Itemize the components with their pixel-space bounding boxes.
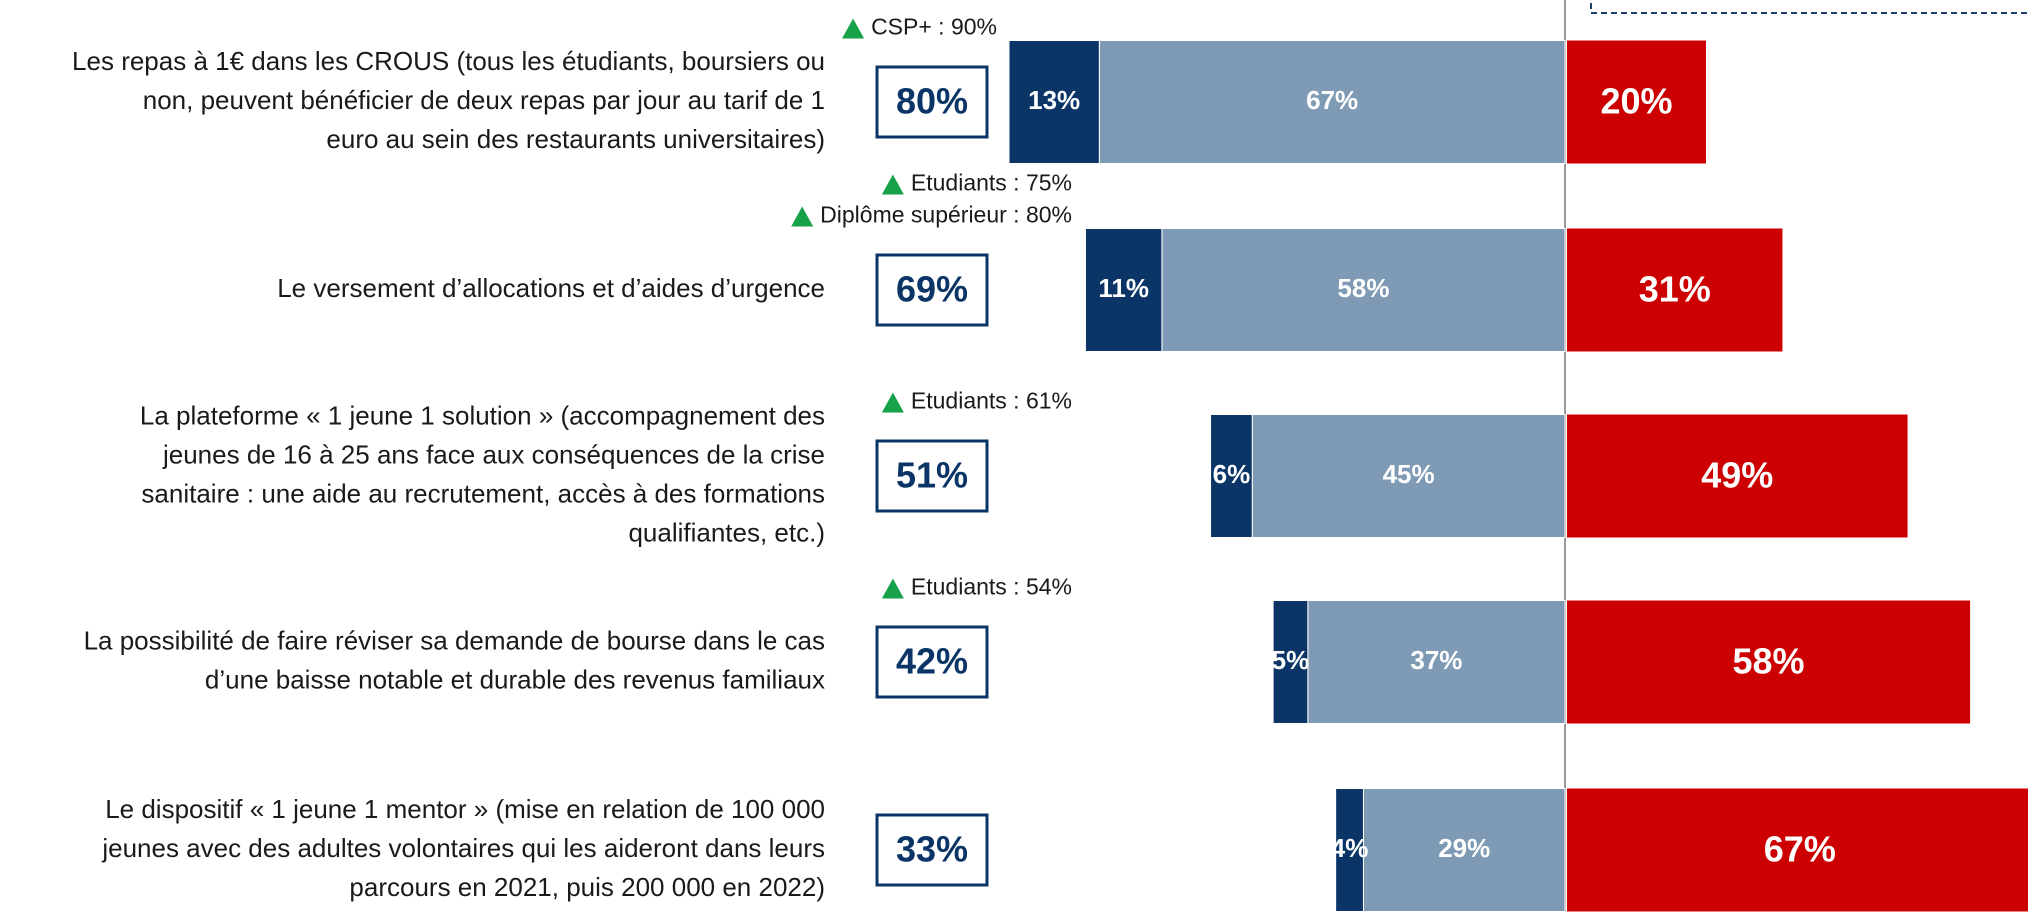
bar <box>1307 600 1566 724</box>
bar-label: 58% <box>1337 273 1389 303</box>
annotation-marker <box>842 18 865 39</box>
category-label: euro au sein des restaurants universitai… <box>326 124 825 154</box>
annotation: Etudiants : 54% <box>911 574 1072 600</box>
bar <box>1362 788 1566 912</box>
bar <box>1567 228 1783 352</box>
annotation: Etudiants : 75% <box>911 170 1072 196</box>
annotation-marker <box>881 174 904 195</box>
annotation-marker <box>791 206 814 227</box>
annotation-marker <box>881 392 904 413</box>
annotation-marker <box>881 578 904 599</box>
bar <box>1567 600 1971 724</box>
category-label: non, peuvent bénéficier de deux repas pa… <box>143 85 825 115</box>
bar-label: 20% <box>1600 81 1672 122</box>
annotation: CSP+ : 90% <box>871 14 997 40</box>
bar <box>1567 788 2028 912</box>
category-label: Le dispositif « 1 jeune 1 mentor » (mise… <box>105 794 825 824</box>
category-label: parcours en 2021, puis 200 000 en 2022) <box>349 872 825 902</box>
legend-frame <box>1590 0 2028 14</box>
bar-label: 31% <box>1639 269 1711 310</box>
total-label: 33% <box>896 829 968 870</box>
total-box <box>875 253 989 327</box>
total-label: 80% <box>896 81 968 122</box>
bar <box>1272 600 1309 724</box>
category-label: jeunes avec des adultes volontaires qui … <box>101 833 825 863</box>
total-label: 42% <box>896 641 968 682</box>
total-box <box>875 65 989 139</box>
total-box <box>875 813 989 887</box>
total-box <box>875 625 989 699</box>
bar <box>1335 788 1364 912</box>
bar-label: 67% <box>1306 85 1358 115</box>
annotation: Etudiants : 61% <box>911 388 1072 414</box>
category-label: sanitaire : une aide au recrutement, acc… <box>141 478 825 508</box>
bar-label: 58% <box>1733 641 1805 682</box>
bar-label: 49% <box>1701 455 1773 496</box>
bar-label: 45% <box>1383 459 1435 489</box>
bar-label: 6% <box>1213 459 1251 489</box>
total-box <box>875 439 989 513</box>
bar <box>1567 40 1706 164</box>
category-label: qualifiantes, etc.) <box>628 517 825 547</box>
category-label: jeunes de 16 à 25 ans face aux conséquen… <box>162 439 825 469</box>
category-label: La possibilité de faire réviser sa deman… <box>84 625 825 655</box>
bar-label: 29% <box>1438 833 1490 863</box>
bar-label: 4% <box>1331 833 1369 863</box>
bar-label: 13% <box>1028 85 1080 115</box>
bar <box>1567 414 1908 538</box>
bar <box>1008 40 1100 164</box>
bar <box>1210 414 1253 538</box>
category-label: Le versement d’allocations et d’aides d’… <box>277 273 825 303</box>
category-label: d’une baisse notable et durable des reve… <box>205 664 825 694</box>
bar <box>1251 414 1566 538</box>
bar-label: 5% <box>1272 645 1310 675</box>
category-label: La plateforme « 1 jeune 1 solution » (ac… <box>140 400 825 430</box>
category-label: Les repas à 1€ dans les CROUS (tous les … <box>72 46 825 76</box>
total-label: 69% <box>896 269 968 310</box>
annotation: Diplôme supérieur : 80% <box>820 202 1072 228</box>
bar-label: 67% <box>1764 829 1836 870</box>
total-label: 51% <box>896 455 968 496</box>
bar-label: 11% <box>1098 273 1149 303</box>
bar-label: 37% <box>1410 645 1462 675</box>
bar <box>1098 40 1566 164</box>
bar <box>1084 228 1163 352</box>
